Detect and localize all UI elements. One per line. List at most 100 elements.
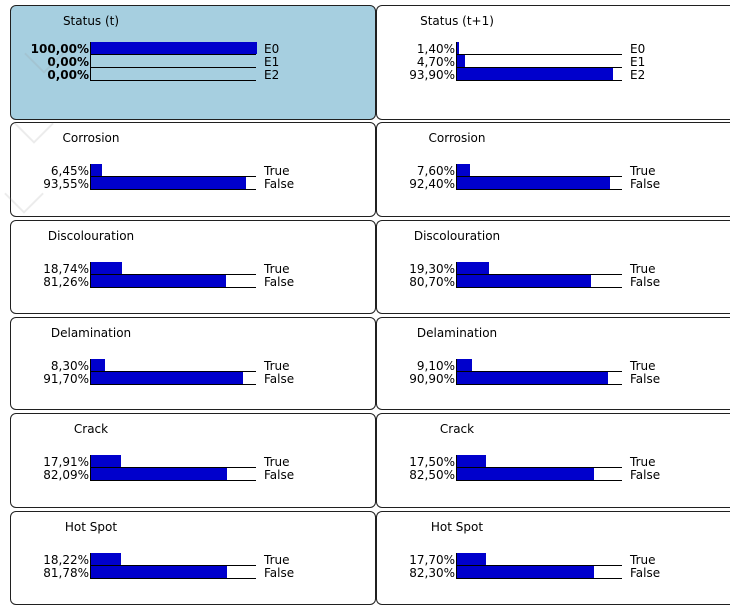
node-title: Discolouration bbox=[47, 229, 135, 243]
node-title: Crack bbox=[73, 422, 109, 436]
state-row: 100,00% E0 bbox=[11, 42, 375, 56]
state-label: False bbox=[264, 372, 295, 386]
node-title: Delamination bbox=[50, 326, 132, 340]
state-percentage: 8,30% bbox=[50, 359, 89, 373]
state-percentage: 93,55% bbox=[43, 177, 89, 191]
probability-bar-track bbox=[90, 566, 256, 579]
probability-bar-track bbox=[90, 553, 256, 566]
state-row: 17,70% True bbox=[377, 553, 730, 567]
state-label: True bbox=[264, 164, 290, 178]
state-row: 0,00% E2 bbox=[11, 68, 375, 82]
node-corrosion-t1[interactable]: Corrosion 7,60% True 92,40% False bbox=[376, 122, 730, 217]
state-percentage: 18,22% bbox=[43, 553, 89, 567]
state-row: 90,90% False bbox=[377, 372, 730, 386]
state-percentage: 17,50% bbox=[409, 455, 455, 469]
probability-bar bbox=[457, 359, 473, 371]
probability-bar-track bbox=[456, 164, 622, 177]
state-row: 81,78% False bbox=[11, 566, 375, 580]
state-row: 17,50% True bbox=[377, 455, 730, 469]
state-label: True bbox=[630, 359, 656, 373]
state-row: 82,09% False bbox=[11, 468, 375, 482]
state-row: 17,91% True bbox=[11, 455, 375, 469]
probability-bar bbox=[91, 262, 123, 274]
probability-bar-track bbox=[90, 275, 256, 288]
state-row: 1,40% E0 bbox=[377, 42, 730, 56]
node-discolouration-t[interactable]: Discolouration 18,74% True 81,26% False bbox=[10, 220, 376, 314]
state-percentage: 17,91% bbox=[43, 455, 89, 469]
probability-bar bbox=[91, 455, 121, 467]
probability-bar-track bbox=[456, 566, 622, 579]
node-title: Hot Spot bbox=[64, 520, 118, 534]
state-label: E2 bbox=[264, 68, 280, 82]
state-row: 18,74% True bbox=[11, 262, 375, 276]
probability-bar-track bbox=[90, 55, 256, 68]
state-percentage: 19,30% bbox=[409, 262, 455, 276]
state-percentage: 0,00% bbox=[47, 68, 89, 82]
node-title: Status (t) bbox=[62, 14, 120, 28]
node-hot-spot-t1[interactable]: Hot Spot 17,70% True 82,30% False bbox=[376, 511, 730, 605]
probability-bar bbox=[91, 164, 102, 176]
probability-bar bbox=[91, 468, 228, 480]
state-row: 82,50% False bbox=[377, 468, 730, 482]
probability-bar-track bbox=[456, 262, 622, 275]
node-crack-t1[interactable]: Crack 17,50% True 82,50% False bbox=[376, 413, 730, 508]
probability-bar bbox=[91, 566, 227, 578]
state-row: 6,45% True bbox=[11, 164, 375, 178]
probability-bar bbox=[91, 359, 105, 371]
state-percentage: 100,00% bbox=[30, 42, 89, 56]
probability-bar bbox=[457, 42, 460, 54]
node-status-t-1-t1[interactable]: Status (t+1) 1,40% E0 4,70% E1 93,90% E2 bbox=[376, 5, 730, 120]
state-label: E0 bbox=[630, 42, 646, 56]
state-row: 82,30% False bbox=[377, 566, 730, 580]
node-status-t-t[interactable]: Status (t) 100,00% E0 0,00% E1 0,00% E2 bbox=[10, 5, 376, 120]
state-percentage: 81,78% bbox=[43, 566, 89, 580]
probability-bar-track bbox=[90, 164, 256, 177]
node-corrosion-t[interactable]: Corrosion 6,45% True 93,55% False bbox=[10, 122, 376, 217]
node-discolouration-t1[interactable]: Discolouration 19,30% True 80,70% False bbox=[376, 220, 730, 314]
state-label: True bbox=[264, 262, 290, 276]
state-row: 91,70% False bbox=[11, 372, 375, 386]
probability-bar bbox=[457, 468, 594, 480]
probability-bar-track bbox=[90, 262, 256, 275]
node-title: Crack bbox=[439, 422, 475, 436]
state-label: True bbox=[630, 164, 656, 178]
probability-bar bbox=[91, 177, 247, 189]
state-percentage: 90,90% bbox=[409, 372, 455, 386]
node-delamination-t1[interactable]: Delamination 9,10% True 90,90% False bbox=[376, 317, 730, 410]
probability-bar bbox=[457, 262, 490, 274]
node-delamination-t[interactable]: Delamination 8,30% True 91,70% False bbox=[10, 317, 376, 410]
probability-bar-track bbox=[456, 177, 622, 190]
state-percentage: 82,30% bbox=[409, 566, 455, 580]
state-row: 9,10% True bbox=[377, 359, 730, 373]
node-title: Status (t+1) bbox=[420, 14, 494, 28]
probability-bar bbox=[457, 55, 465, 67]
probability-bar bbox=[91, 372, 244, 384]
probability-bar-track bbox=[90, 68, 256, 81]
state-label: False bbox=[264, 566, 295, 580]
state-label: False bbox=[630, 566, 661, 580]
node-crack-t[interactable]: Crack 17,91% True 82,09% False bbox=[10, 413, 376, 508]
state-row: 4,70% E1 bbox=[377, 55, 730, 69]
probability-bar bbox=[457, 372, 608, 384]
state-percentage: 81,26% bbox=[43, 275, 89, 289]
node-hot-spot-t[interactable]: Hot Spot 18,22% True 81,78% False bbox=[10, 511, 376, 605]
state-percentage: 82,50% bbox=[409, 468, 455, 482]
node-title: Discolouration bbox=[413, 229, 501, 243]
state-label: E2 bbox=[630, 68, 646, 82]
state-percentage: 6,45% bbox=[50, 164, 89, 178]
state-row: 7,60% True bbox=[377, 164, 730, 178]
probability-bar bbox=[91, 275, 226, 287]
state-percentage: 17,70% bbox=[409, 553, 455, 567]
node-title: Corrosion bbox=[428, 131, 486, 145]
probability-bar-track bbox=[456, 455, 622, 468]
probability-bar-track bbox=[456, 42, 622, 55]
probability-bar bbox=[457, 566, 594, 578]
state-percentage: 93,90% bbox=[409, 68, 455, 82]
state-percentage: 0,00% bbox=[47, 55, 89, 69]
state-percentage: 82,09% bbox=[43, 468, 89, 482]
state-row: 18,22% True bbox=[11, 553, 375, 567]
state-label: True bbox=[630, 455, 656, 469]
probability-bar bbox=[457, 68, 613, 80]
state-row: 8,30% True bbox=[11, 359, 375, 373]
probability-bar bbox=[91, 42, 257, 54]
